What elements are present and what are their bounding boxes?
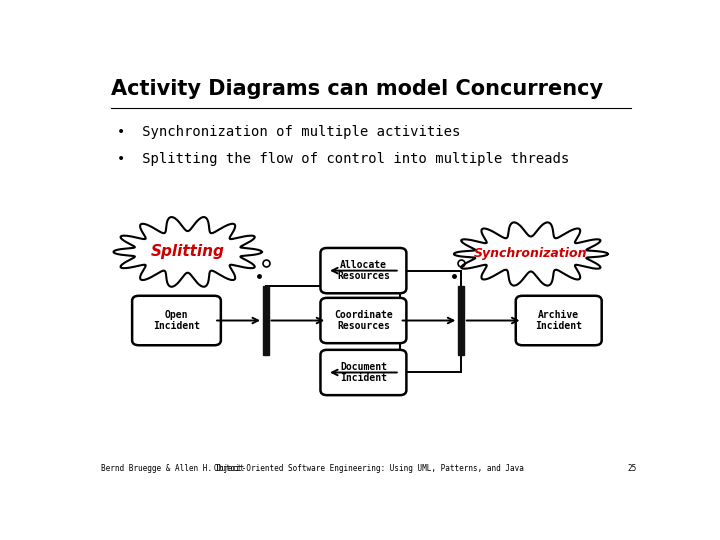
Text: 25: 25 <box>628 464 637 473</box>
Bar <box>263 286 269 355</box>
Text: Activity Diagrams can model Concurrency: Activity Diagrams can model Concurrency <box>111 79 603 99</box>
Text: Object-Oriented Software Engineering: Using UML, Patterns, and Java: Object-Oriented Software Engineering: Us… <box>214 464 524 473</box>
Text: •  Splitting the flow of control into multiple threads: • Splitting the flow of control into mul… <box>117 152 569 166</box>
FancyBboxPatch shape <box>320 350 406 395</box>
Text: Bernd Bruegge & Allen H. Dutoit: Bernd Bruegge & Allen H. Dutoit <box>101 464 245 473</box>
Bar <box>459 286 464 355</box>
FancyBboxPatch shape <box>320 298 406 343</box>
Text: Allocate
Resources: Allocate Resources <box>337 260 390 281</box>
FancyBboxPatch shape <box>320 248 406 293</box>
Polygon shape <box>454 222 608 286</box>
Text: Synchronization: Synchronization <box>474 247 588 260</box>
FancyBboxPatch shape <box>132 296 221 345</box>
Text: Splitting: Splitting <box>150 245 225 259</box>
Text: Coordinate
Resources: Coordinate Resources <box>334 310 393 332</box>
Text: Open
Incident: Open Incident <box>153 310 200 332</box>
Text: Archive
Incident: Archive Incident <box>535 310 582 332</box>
Polygon shape <box>114 217 262 287</box>
FancyBboxPatch shape <box>516 296 602 345</box>
Text: Document
Incident: Document Incident <box>340 362 387 383</box>
Text: •  Synchronization of multiple activities: • Synchronization of multiple activities <box>117 125 460 139</box>
